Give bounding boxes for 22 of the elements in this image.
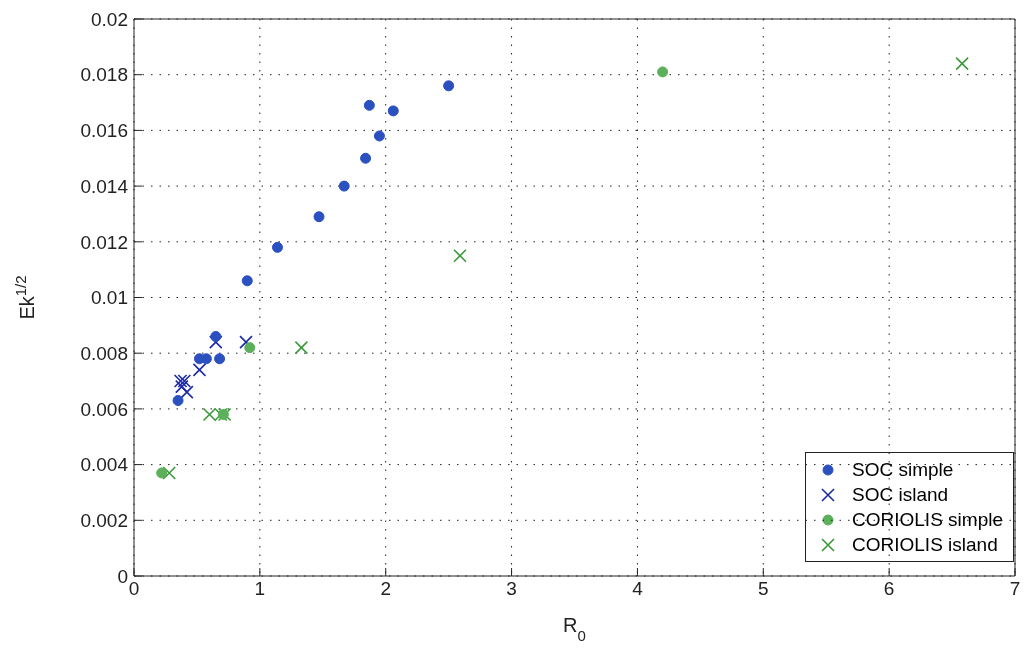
x-tick-label: 6: [883, 578, 895, 600]
y-tick-label: 0.008: [80, 342, 128, 364]
x-axis-title: R$_{0}$: [563, 614, 586, 644]
y-tick-label: 0.002: [80, 510, 128, 532]
y-tick-label: 0.016: [80, 120, 128, 142]
y-tick-label: 0.02: [91, 8, 128, 30]
y-tick-label: 0.006: [80, 398, 128, 420]
y-tick-label: 0.004: [80, 454, 129, 476]
y-tick-label: 0.018: [80, 64, 128, 86]
y-tick-label: 0.01: [91, 287, 128, 309]
y-tick-label: 0.014: [80, 175, 129, 197]
x-tick-label: 3: [506, 578, 517, 600]
legend-label: SOC simple: [852, 458, 954, 481]
y-tick-label: 0.012: [80, 231, 128, 253]
x-tick-label: 2: [380, 578, 391, 600]
x-tick-label: 5: [758, 578, 769, 600]
x-tick-label: 7: [1009, 578, 1021, 600]
legend-label: CORIOLIS island: [852, 533, 998, 556]
x-tick-label: 1: [254, 578, 266, 600]
legend-label: CORIOLIS simple: [852, 508, 1003, 531]
legend-label: SOC island: [852, 483, 949, 506]
x-tick-label: 4: [632, 578, 644, 600]
